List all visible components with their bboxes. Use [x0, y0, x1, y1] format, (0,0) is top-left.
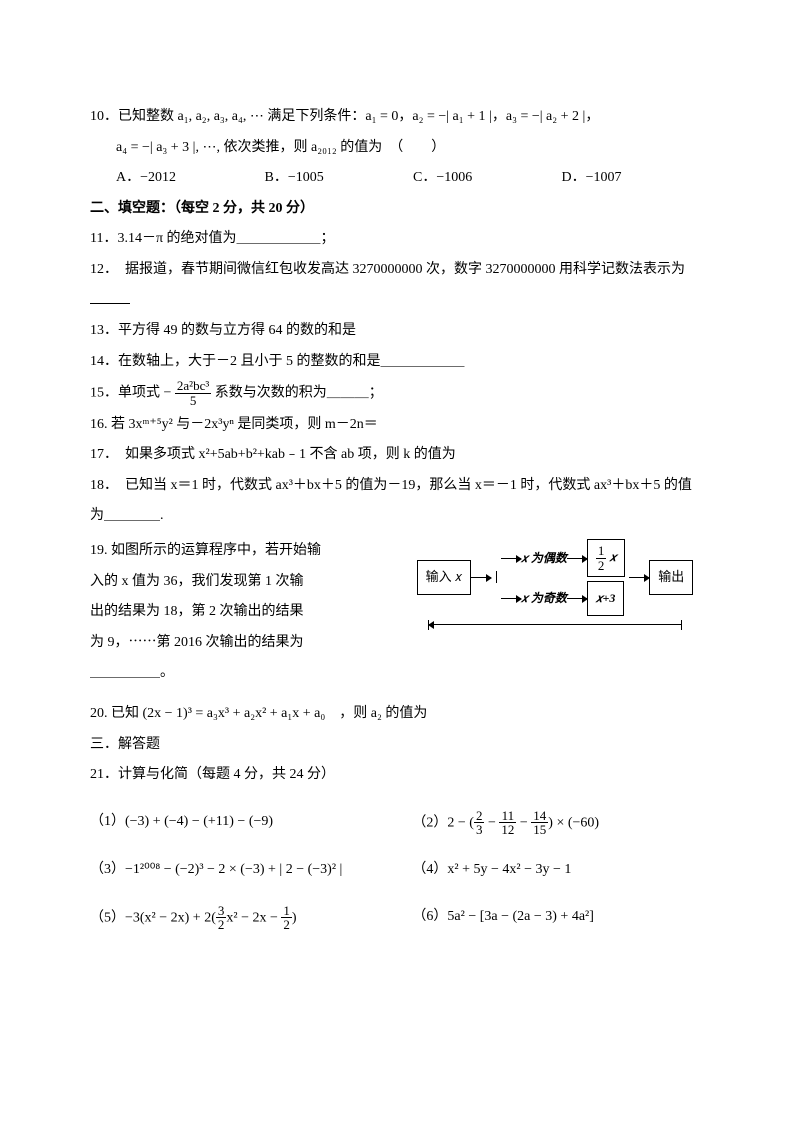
- q19-c: 出的结果为 18，第 2 次输出的结果: [90, 599, 390, 626]
- q18-b: 为＿＿＿＿.: [90, 503, 710, 530]
- q21-1: （1）(−3) + (−4) − (+11) − (−9): [90, 809, 388, 837]
- q19-b: 入的 x 值为 36，我们发现第 1 次输: [90, 569, 390, 596]
- q21-3: （3）−1²⁰⁰⁸ − (−2)³ − 2 × (−3) + | 2 − (−3…: [90, 857, 388, 884]
- q10-stem-1: 10．已知整数 a₁, a₂, a₃, a₄, ⋯ 满足下列条件：a₁ = 0，…: [90, 104, 710, 131]
- q21-header: 21．计算与化简（每题 4 分，共 24 分）: [90, 762, 710, 789]
- q16: 16. 若 3xᵐ⁺⁵y² 与－2x³yⁿ 是同类项，则 m－2n＝: [90, 412, 710, 439]
- q12: 12． 据报道，春节期间微信红包收发高达 3270000000 次，数字 327…: [90, 257, 710, 284]
- section-2-header: 二、填空题：（每空 2 分，共 20 分）: [90, 196, 710, 223]
- q10-choice-c: C．−1006: [413, 165, 562, 192]
- q19-e: ＿＿＿＿＿。: [90, 660, 390, 687]
- q19-d: 为 9，⋯⋯第 2016 次输出的结果为: [90, 630, 390, 657]
- flow-output: 输出: [649, 560, 693, 595]
- flow-odd-label: 𝑥 为奇数: [521, 587, 567, 610]
- q19-a: 19. 如图所示的运算程序中，若开始输: [90, 538, 390, 565]
- q20: 20. 已知 (2x − 1)³ = a₃x³ + a₂x² + a₁x + a…: [90, 701, 710, 728]
- q10-choice-b: B．−1005: [265, 165, 414, 192]
- section-3-header: 三．解答题: [90, 732, 710, 759]
- flow-plus-box: 𝑥+3: [587, 581, 625, 616]
- q17: 17． 如果多项式 x²+5ab+b²+kab﹣1 不含 ab 项，则 k 的值…: [90, 442, 710, 469]
- q10-choice-a: A．−2012: [116, 165, 265, 192]
- flowchart: 输入 𝑥 𝑥 为偶数 12 𝑥: [400, 539, 710, 630]
- q18-a: 18． 已知当 x＝1 时，代数式 ax³＋bx＋5 的值为－19，那么当 x＝…: [90, 473, 710, 500]
- q11: 11．3.14－π 的绝对值为＿＿＿＿＿＿；: [90, 226, 710, 253]
- q10-stem-2: a₄ = −| a₃ + 3 |, ⋯, 依次类推，则 a₂₀₁₂ 的值为 （ …: [90, 135, 710, 162]
- q14: 14．在数轴上，大于－2 且小于 5 的整数的和是＿＿＿＿＿＿: [90, 349, 710, 376]
- flow-input: 输入 𝑥: [417, 560, 472, 595]
- q21-6: （6）5a² − [3a − (2a − 3) + 4a²]: [412, 904, 710, 932]
- flow-even-label: 𝑥 为偶数: [521, 547, 567, 570]
- q12-blank: [90, 288, 710, 315]
- q21-4: （4）x² + 5y − 4x² − 3y − 1: [412, 857, 710, 884]
- q13: 13．平方得 49 的数与立方得 64 的数的和是: [90, 318, 710, 345]
- q21-2: （2）2 − (23 − 1112 − 1415) × (−60): [412, 809, 710, 837]
- q10-choice-d: D．−1007: [562, 165, 711, 192]
- q21-5: （5）−3(x² − 2x) + 2(32x² − 2x − 12): [90, 904, 388, 932]
- flow-half-box: 12 𝑥: [587, 539, 625, 577]
- q15: 15．单项式 − 2a²bc³5 系数与次数的积为＿＿＿；: [90, 379, 710, 407]
- q10-choices: A．−2012 B．−1005 C．−1006 D．−1007: [90, 165, 710, 192]
